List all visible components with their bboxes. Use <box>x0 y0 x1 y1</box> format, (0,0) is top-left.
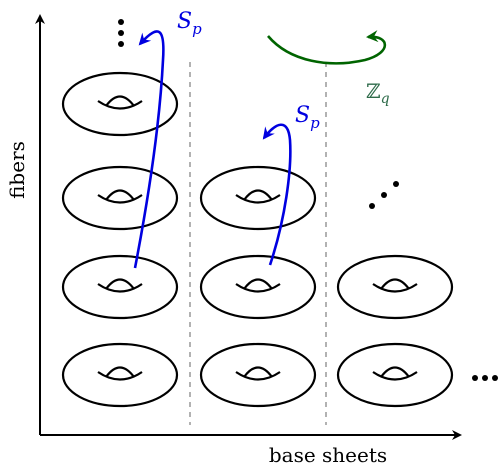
axes <box>35 14 462 440</box>
label-sub: q <box>381 91 390 107</box>
torus <box>199 165 317 231</box>
dots <box>118 19 498 381</box>
label-sub: p <box>192 20 202 38</box>
label: ℤq <box>366 79 390 107</box>
tori <box>61 71 454 408</box>
label: Sp <box>177 9 202 38</box>
torus <box>336 254 454 320</box>
torus <box>61 254 179 320</box>
torus <box>61 342 179 408</box>
torus <box>336 342 454 408</box>
torus <box>61 165 179 231</box>
torus <box>199 254 317 320</box>
arrows <box>133 30 386 269</box>
label-sub: p <box>310 114 320 132</box>
label: Sp <box>295 103 320 132</box>
torus <box>199 342 317 408</box>
axis-label: fibers <box>5 141 29 199</box>
torus <box>61 71 179 137</box>
label-main: ℤ <box>366 79 381 103</box>
dividers <box>189 62 327 425</box>
label-main: S <box>177 9 192 34</box>
axis-label: base sheets <box>269 443 387 467</box>
label-main: S <box>295 103 310 128</box>
